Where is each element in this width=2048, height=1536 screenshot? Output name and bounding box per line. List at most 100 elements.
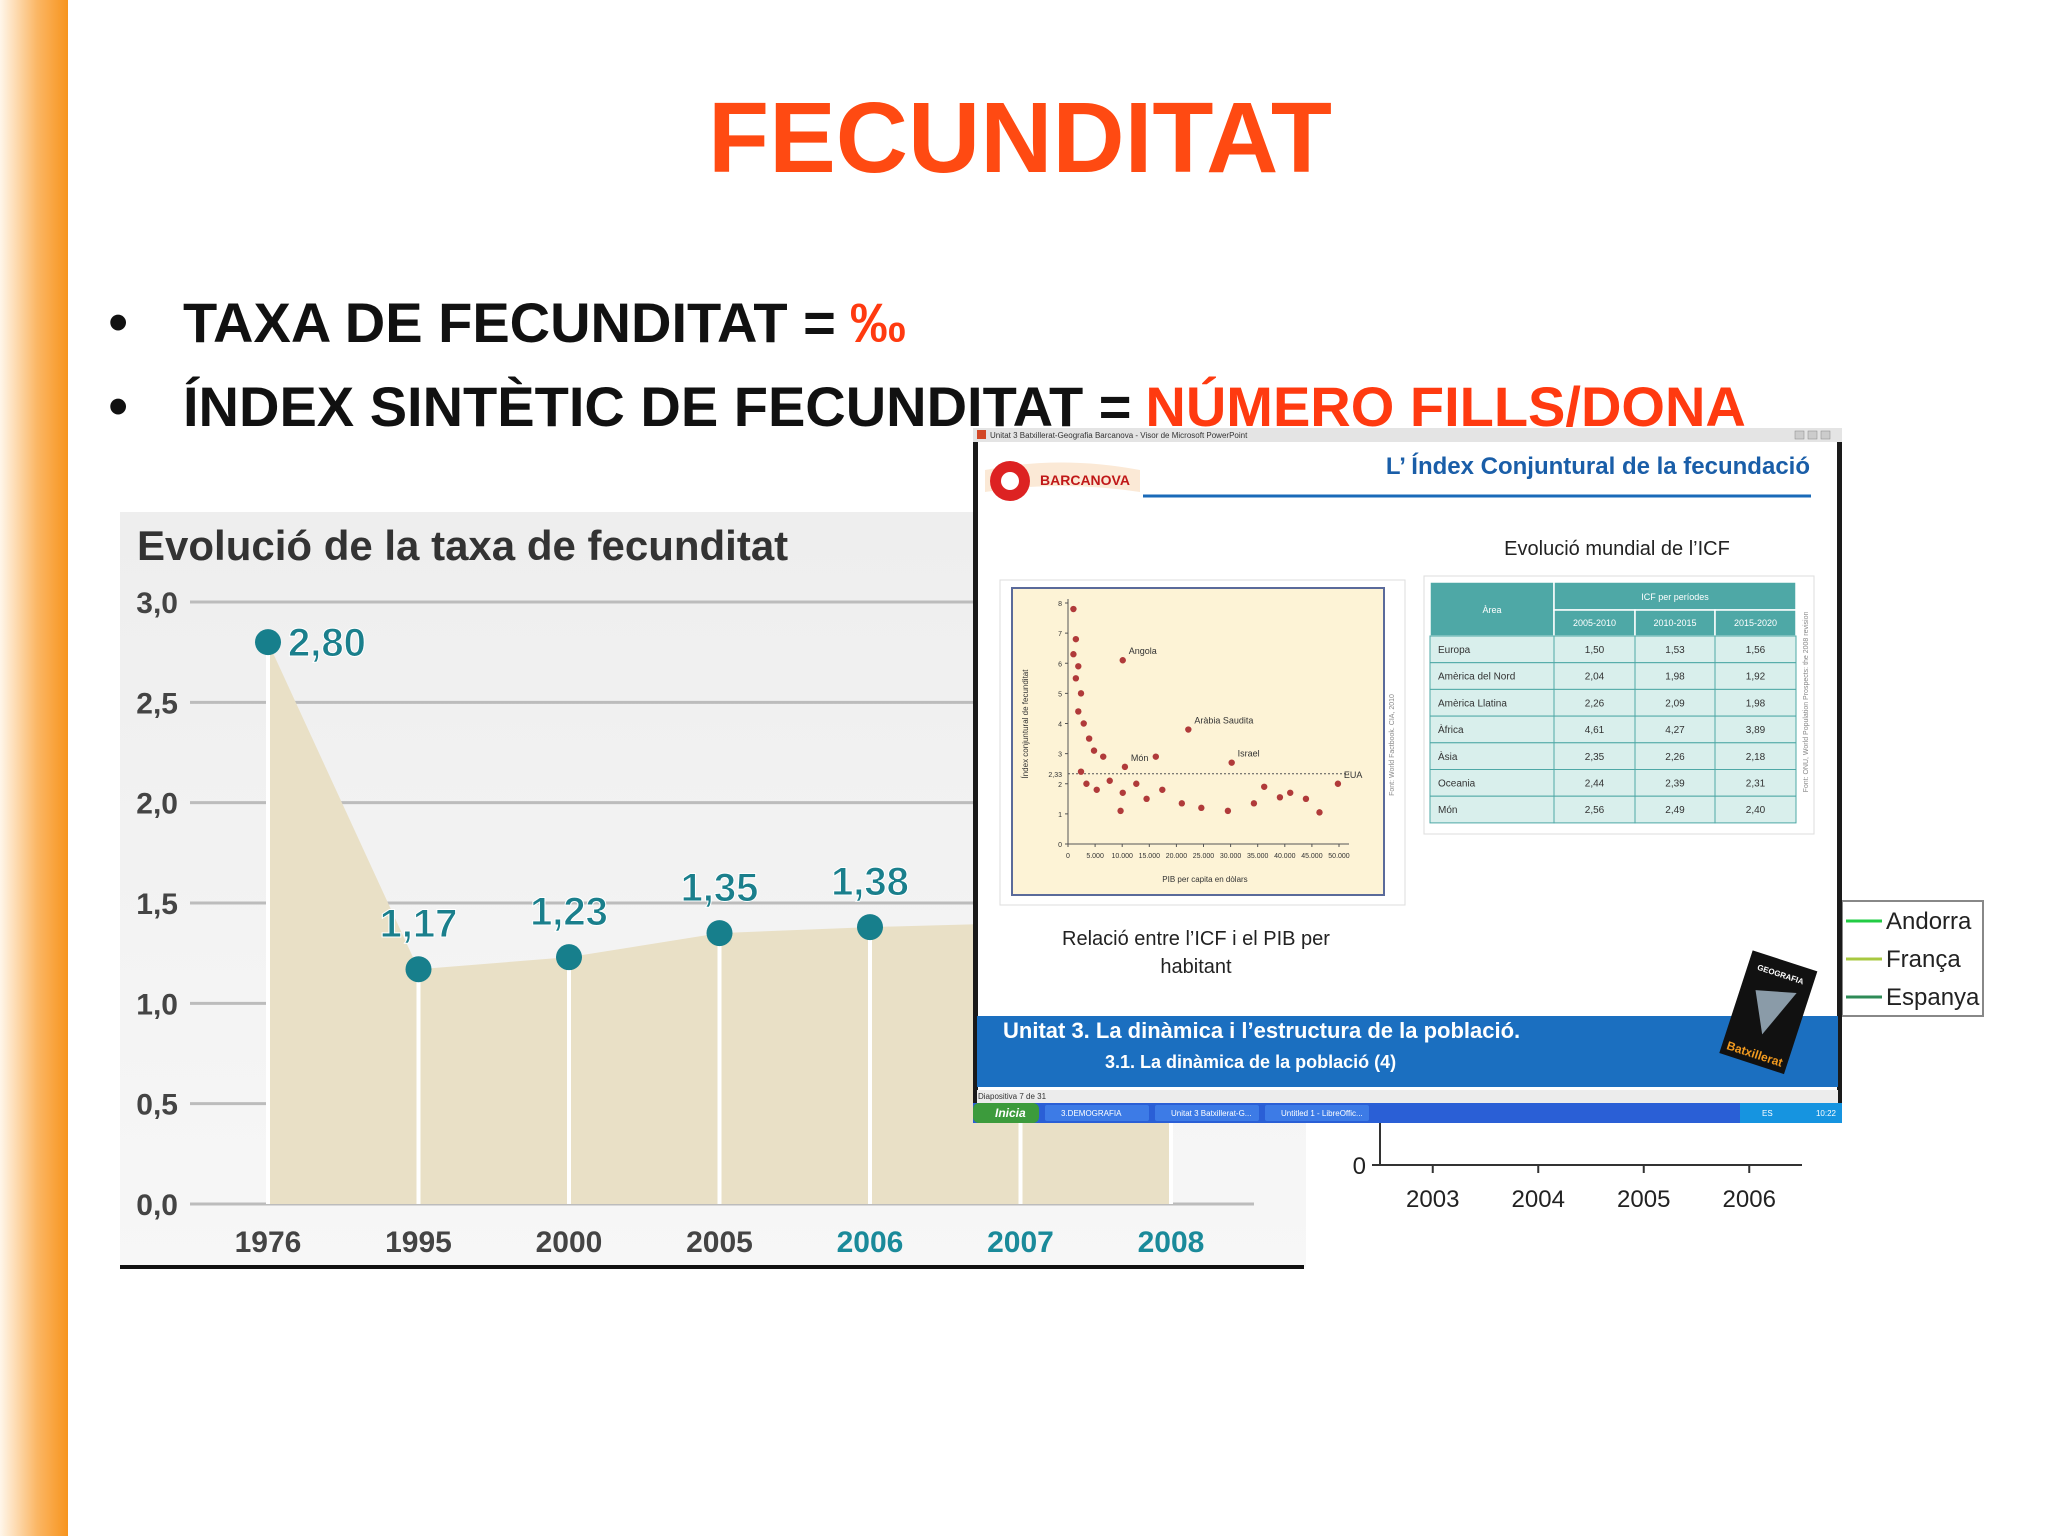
taskbar-task[interactable] bbox=[1155, 1105, 1259, 1121]
scatter-point bbox=[1152, 753, 1160, 760]
start-button[interactable] bbox=[973, 1103, 1039, 1123]
table-cell bbox=[1553, 688, 1636, 717]
value-label: 2,80 bbox=[288, 621, 366, 665]
footer-section: 3.1. La dinàmica de la població (4) bbox=[1105, 1052, 1396, 1072]
header-cell bbox=[1714, 609, 1797, 637]
source-note: Font: World Factbook. CIA, 2010 bbox=[1389, 694, 1396, 796]
y-tick-label: 5 bbox=[1058, 691, 1062, 698]
x-tick-label: 2008 bbox=[1138, 1226, 1205, 1259]
cell-value: 2,18 bbox=[1746, 752, 1766, 763]
cell-value: 2,49 bbox=[1665, 805, 1685, 816]
x-axis-title: PIB per capita en dòlars bbox=[1162, 875, 1247, 884]
legend-label: Espanya bbox=[1886, 984, 1980, 1011]
value-label: 1,23 bbox=[530, 890, 608, 934]
legend-label: Andorra bbox=[1886, 908, 1972, 935]
window-title: Unitat 3 Batxillerat-Geografia Barcanova… bbox=[990, 431, 1248, 440]
scatter-point bbox=[1070, 651, 1077, 658]
cell-value: 2,35 bbox=[1585, 752, 1605, 763]
point-label: EUA bbox=[1344, 770, 1363, 780]
header-label: ICF per períodes bbox=[1641, 592, 1709, 602]
area bbox=[268, 642, 1171, 1204]
cell-value: 4,27 bbox=[1665, 725, 1685, 736]
footer-unit: Unitat 3. La dinàmica i l’estructura de … bbox=[1003, 1018, 1520, 1043]
scatter-point bbox=[1198, 804, 1205, 812]
scatter-point bbox=[1159, 786, 1166, 793]
app-icon bbox=[977, 430, 986, 439]
bullet-dot: • bbox=[108, 374, 128, 439]
area-name: Àfrica bbox=[1438, 723, 1464, 736]
table-cell bbox=[1714, 662, 1797, 690]
y-tick-label: 3,0 bbox=[136, 587, 178, 620]
point-label: Aràbia Saudita bbox=[1194, 716, 1253, 726]
x-tick-label: 10.000 bbox=[1111, 853, 1133, 860]
scatter-caption: Relació entre l’ICF i el PIB per habitan… bbox=[1062, 928, 1330, 978]
cell-value: 1,56 bbox=[1746, 645, 1766, 656]
cell-value: 4,61 bbox=[1585, 725, 1605, 736]
book-art bbox=[1755, 990, 1797, 1035]
scatter-point bbox=[1119, 789, 1126, 796]
scatter-point bbox=[1178, 800, 1186, 807]
embedded-slide-title: L’ Índex Conjuntural de la fecundació bbox=[1386, 452, 1810, 480]
cell-value: 2,39 bbox=[1665, 779, 1685, 790]
bullet: ÍNDEX SINTÈTIC DE FECUNDITAT = NÚMERO FIL… bbox=[183, 375, 1746, 438]
start-label: Inicia bbox=[995, 1106, 1026, 1120]
y-tick-label: 0 bbox=[1353, 1153, 1366, 1180]
cell-value: 1,53 bbox=[1665, 645, 1685, 656]
scatter-point bbox=[1185, 726, 1192, 733]
value-label: 1,17 bbox=[380, 902, 458, 946]
x-tick-label: 45.000 bbox=[1301, 853, 1323, 860]
close-button[interactable] bbox=[1820, 430, 1831, 440]
side-stripe bbox=[0, 0, 68, 1536]
x-tick-label: 0 bbox=[1066, 853, 1070, 860]
y-tick-label: 0 bbox=[1058, 842, 1062, 849]
taskbar-task[interactable] bbox=[1045, 1105, 1149, 1121]
powerpoint-window: Unitat 3 Batxillerat-Geografia Barcanova… bbox=[973, 428, 1842, 1123]
x-tick-label: 1995 bbox=[385, 1226, 452, 1259]
cell-value: 2,09 bbox=[1665, 698, 1685, 709]
y-tick-label: 8 bbox=[1058, 601, 1062, 608]
table-source: Font: ONU, World Population Prospects: t… bbox=[1803, 611, 1810, 792]
scatter-point bbox=[1302, 795, 1310, 803]
bullet: TAXA DE FECUNDITAT = ‰ bbox=[183, 291, 906, 354]
chart-title: Evolució de la taxa de fecunditat bbox=[137, 522, 788, 569]
cell-value: 1,92 bbox=[1746, 672, 1766, 683]
table-cell bbox=[1429, 662, 1555, 690]
data-point bbox=[556, 944, 582, 971]
table: Àrea ICF per períodes 2005-2010 2010-2015 20… bbox=[1429, 581, 1810, 824]
y-tick-label: 1,0 bbox=[136, 988, 178, 1021]
area-name: Amèrica Llatina bbox=[1438, 698, 1507, 709]
table-cell bbox=[1634, 769, 1716, 797]
scatter-point bbox=[1121, 763, 1129, 771]
x-tick-label: 2003 bbox=[1406, 1186, 1459, 1213]
y-axis-title: Índex conjuntural de fecunditat bbox=[1021, 669, 1030, 779]
header-label: Àrea bbox=[1482, 605, 1501, 615]
table-cell bbox=[1429, 769, 1555, 797]
cell-value: 3,89 bbox=[1746, 725, 1766, 736]
y-tick-label: 1,5 bbox=[136, 888, 178, 921]
scatter-point bbox=[1075, 708, 1082, 715]
y-tick-label: 0,5 bbox=[136, 1089, 178, 1122]
scatter-point bbox=[1077, 690, 1085, 697]
point-label: Israel bbox=[1238, 749, 1260, 759]
table-cell bbox=[1714, 715, 1797, 744]
maximize-button[interactable] bbox=[1807, 430, 1818, 440]
scatter-point bbox=[1072, 635, 1080, 643]
scatter-point bbox=[1075, 663, 1082, 670]
scatter-point bbox=[1117, 807, 1124, 815]
minimize-button[interactable] bbox=[1794, 430, 1805, 440]
table-cell bbox=[1714, 635, 1797, 664]
y-tick-label: 3 bbox=[1058, 752, 1062, 759]
x-tick-label: 15.000 bbox=[1139, 853, 1161, 860]
line-chart: 0 2003 2004 2005 2006 Andorra França Espanya bbox=[1353, 900, 1984, 1213]
scatter-point bbox=[1085, 735, 1093, 742]
header-cell bbox=[1634, 609, 1716, 637]
language: ES bbox=[1762, 1109, 1773, 1118]
scatter-point bbox=[1228, 759, 1235, 766]
slide-title: FECUNDITAT bbox=[708, 82, 1332, 194]
scatter-point bbox=[1334, 780, 1342, 787]
point-label: Angola bbox=[1129, 646, 1157, 656]
table-cell bbox=[1714, 769, 1797, 797]
taskbar-task[interactable] bbox=[1265, 1105, 1369, 1121]
